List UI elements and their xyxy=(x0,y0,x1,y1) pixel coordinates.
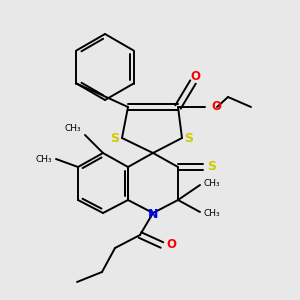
Text: N: N xyxy=(148,208,158,220)
Text: S: S xyxy=(184,131,194,145)
Text: O: O xyxy=(190,70,200,83)
Text: O: O xyxy=(211,100,221,112)
Text: CH₃: CH₃ xyxy=(204,178,220,188)
Text: CH₃: CH₃ xyxy=(64,124,81,133)
Text: CH₃: CH₃ xyxy=(35,154,52,164)
Text: O: O xyxy=(166,238,176,251)
Text: S: S xyxy=(208,160,217,173)
Text: S: S xyxy=(110,131,119,145)
Text: CH₃: CH₃ xyxy=(204,209,220,218)
